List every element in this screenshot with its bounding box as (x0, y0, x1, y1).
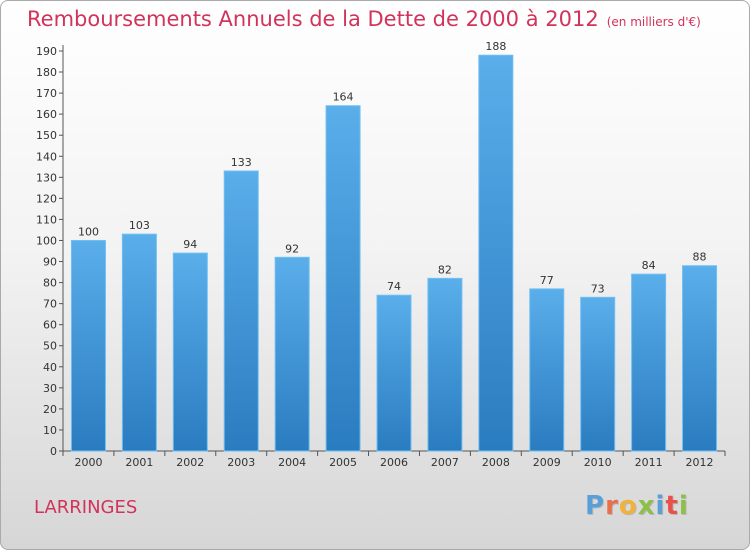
x-tick-label: 2009 (533, 456, 561, 469)
y-tick-label: 30 (43, 382, 57, 395)
data-label: 73 (591, 282, 605, 295)
bar (580, 296, 616, 452)
x-tick-label: 2001 (125, 456, 153, 469)
data-label: 94 (183, 238, 197, 251)
x-tick-label: 2008 (482, 456, 510, 469)
chart-bars (70, 54, 718, 452)
y-tick-label: 110 (36, 213, 57, 226)
town-name: LARRINGES (34, 497, 138, 518)
chart-data-labels: 100 103 94 133 92 164 74 82 188 77 73 84 88 (78, 40, 707, 295)
bar (427, 277, 463, 452)
bar (376, 294, 412, 452)
y-tick-label: 150 (36, 129, 57, 142)
bar (274, 256, 310, 452)
proxiti-logo: Proxiti (585, 491, 689, 521)
y-tick-label: 80 (43, 277, 57, 290)
y-tick-label: 20 (43, 403, 57, 416)
x-tick-label: 2006 (380, 456, 408, 469)
logo-letter: x (637, 491, 656, 521)
logo-letter: i (655, 491, 666, 521)
bar (682, 265, 718, 452)
y-tick-label: 70 (43, 298, 57, 311)
y-tick-label: 190 (36, 45, 57, 58)
data-label: 133 (231, 156, 252, 169)
y-tick-label: 100 (36, 234, 57, 247)
y-tick-label: 160 (36, 108, 57, 121)
bar (325, 105, 361, 452)
bar (478, 54, 514, 452)
chart-subtitle: (en milliers d'€) (606, 15, 701, 29)
y-tick-label: 50 (43, 340, 57, 353)
x-tick-label: 2003 (227, 456, 255, 469)
y-tick-label: 130 (36, 171, 57, 184)
y-tick-label: 120 (36, 192, 57, 205)
data-label: 88 (693, 251, 707, 264)
x-tick-label: 2002 (176, 456, 204, 469)
chart-title: Remboursements Annuels de la Dette de 20… (27, 7, 701, 31)
title-text: Remboursements Annuels de la Dette de 20… (27, 7, 599, 31)
x-tick-label: 2010 (584, 456, 612, 469)
bar (529, 288, 565, 452)
logo-letter: i (678, 491, 689, 521)
bar (70, 239, 106, 452)
chart-axes: 0 10 20 30 40 50 60 70 80 90 100 110 120 130 140 150 160… (36, 45, 726, 469)
bar (121, 233, 157, 452)
x-tick-label: 2011 (635, 456, 663, 469)
y-tick-label: 140 (36, 150, 57, 163)
y-tick-label: 40 (43, 361, 57, 374)
x-tick-label: 2000 (74, 456, 102, 469)
data-label: 74 (387, 280, 401, 293)
logo-letter: t (665, 491, 679, 521)
data-label: 103 (129, 219, 150, 232)
logo-letter: r (605, 491, 619, 521)
x-tick-label: 2012 (686, 456, 714, 469)
y-tick-label: 10 (43, 424, 57, 437)
logo-letter: o (618, 491, 638, 521)
y-tick-label: 0 (50, 445, 57, 458)
data-label: 84 (642, 259, 656, 272)
x-tick-label: 2005 (329, 456, 357, 469)
data-label: 77 (540, 274, 554, 287)
bar (631, 273, 667, 452)
data-label: 164 (333, 91, 354, 104)
data-label: 92 (285, 242, 299, 255)
data-label: 100 (78, 225, 99, 238)
x-tick-label: 2004 (278, 456, 306, 469)
data-label: 82 (438, 263, 452, 276)
y-tick-label: 90 (43, 256, 57, 269)
bar (172, 252, 208, 452)
bar (223, 170, 259, 452)
y-tick-label: 170 (36, 87, 57, 100)
y-tick-label: 180 (36, 66, 57, 79)
y-tick-label: 60 (43, 319, 57, 332)
logo-letter: P (585, 491, 606, 521)
data-label: 188 (485, 40, 506, 53)
x-tick-label: 2007 (431, 456, 459, 469)
